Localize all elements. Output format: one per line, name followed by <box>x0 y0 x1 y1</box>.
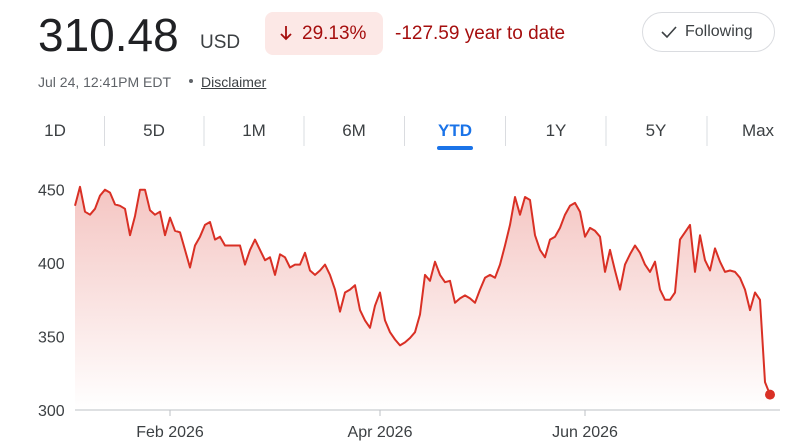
tab[interactable]: Max <box>742 121 775 140</box>
tab[interactable]: YTD <box>438 121 472 140</box>
change-percent: 29.13% <box>302 23 367 44</box>
y-tick-label: 450 <box>38 183 65 200</box>
price-line <box>74 185 771 395</box>
y-tick-label: 350 <box>38 330 65 347</box>
follow-label[interactable]: Following <box>685 23 753 40</box>
y-tick-label: 300 <box>38 403 65 420</box>
change-badge <box>265 12 383 55</box>
tab[interactable]: 1Y <box>546 121 567 140</box>
tab[interactable]: 5Y <box>646 121 667 140</box>
timestamp: Jul 24, 12:41PM EDT <box>38 74 172 90</box>
x-tick-label: Jun 2026 <box>552 424 618 441</box>
y-tick-label: 400 <box>38 256 65 273</box>
bullet <box>189 79 193 83</box>
last-point <box>765 389 775 400</box>
down-arrow-icon <box>280 26 292 41</box>
tab[interactable]: 6M <box>342 121 366 140</box>
x-tick-label: Apr 2026 <box>348 424 413 441</box>
tab-indicator <box>437 146 473 150</box>
check-icon <box>661 26 677 39</box>
currency: USD <box>200 32 241 53</box>
tab[interactable]: 5D <box>143 121 165 140</box>
change-amount: -127.59 year to date <box>395 23 566 44</box>
follow-button[interactable] <box>642 12 775 52</box>
x-tick-label: Feb 2026 <box>136 424 204 441</box>
tab[interactable]: 1M <box>242 121 266 140</box>
disclaimer-link[interactable]: Disclaimer <box>201 74 267 90</box>
tab[interactable]: 1D <box>44 121 66 140</box>
price: 310.48 <box>38 9 179 61</box>
